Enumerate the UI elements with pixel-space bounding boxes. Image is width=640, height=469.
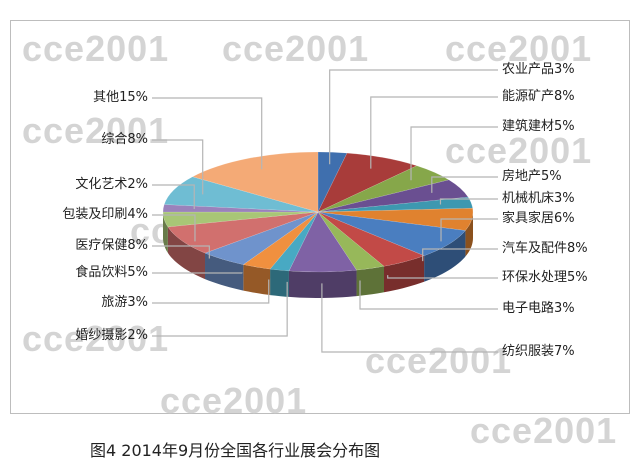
leader-line <box>370 96 498 169</box>
leader-line <box>152 281 288 337</box>
pie-slice <box>317 211 466 257</box>
leader-line <box>152 97 263 170</box>
watermark: cce2001 <box>22 110 170 151</box>
leader-line <box>359 280 498 310</box>
data-label: 汽车及配件8% <box>502 241 588 256</box>
pie-slice <box>317 151 348 213</box>
pie-slice-side <box>243 264 271 296</box>
watermark: cce2001 <box>445 130 593 171</box>
data-label: 医疗保健8% <box>75 238 148 253</box>
pie-slice <box>191 151 319 213</box>
pie-slice <box>317 179 469 213</box>
chart-frame <box>10 20 630 414</box>
watermark: cce2001 <box>222 28 370 69</box>
leader-line <box>410 126 498 181</box>
pie-slice-side <box>205 253 244 291</box>
pie-slice-side <box>383 255 425 293</box>
pie-slice-side <box>163 212 168 253</box>
watermark: cce2001 <box>22 28 170 69</box>
data-label: 纺织服装7% <box>502 344 575 359</box>
pie-slice <box>317 152 418 213</box>
leader-line <box>439 198 498 205</box>
pie-slice <box>162 204 319 213</box>
data-label: 文化艺术2% <box>75 177 148 192</box>
pie-slice <box>242 211 319 270</box>
data-label: 能源矿产8% <box>502 89 575 104</box>
data-label: 电子电路3% <box>502 301 575 316</box>
data-label: 家具家居6% <box>502 211 575 226</box>
leader-line <box>152 184 195 209</box>
leader-line <box>329 69 498 165</box>
pie-slice <box>317 211 425 267</box>
pie-slice-side <box>465 212 473 257</box>
pie-slice <box>167 211 319 254</box>
watermark: cce2001 <box>445 28 593 69</box>
pie-slice <box>317 211 385 271</box>
data-label: 包装及印刷4% <box>62 207 148 222</box>
watermark: cce2001 <box>365 340 513 381</box>
data-label: 机械机床3% <box>502 191 575 206</box>
leader-line <box>152 279 270 304</box>
data-label: 食品饮料5% <box>75 265 148 280</box>
pie-slice <box>317 165 450 213</box>
watermark: cce2001 <box>22 318 170 359</box>
data-label: 环保水处理5% <box>502 270 588 285</box>
pie-slice-side <box>288 270 357 298</box>
data-label: 农业产品3% <box>502 62 575 77</box>
pie-slice <box>162 211 319 228</box>
data-label: 婚纱摄影2% <box>75 328 148 343</box>
pie-slice <box>269 211 319 272</box>
data-label: 旅游3% <box>101 295 148 310</box>
pie-slice-side <box>270 269 289 297</box>
leader-line <box>431 176 498 193</box>
leader-line <box>152 245 210 259</box>
pie-slice-side <box>167 226 206 280</box>
data-label: 房地产5% <box>502 169 562 184</box>
data-label: 综合8% <box>101 132 148 147</box>
pie-slice-side <box>356 266 384 297</box>
pie-slice <box>204 211 319 265</box>
pie-slice-side <box>424 230 466 282</box>
watermark: cce2001 <box>160 380 308 421</box>
leader-line <box>321 283 498 353</box>
pie-slice <box>317 196 473 213</box>
leader-line <box>440 218 498 242</box>
leader-line <box>422 248 498 262</box>
leader-line <box>387 275 498 279</box>
leader-line <box>152 214 196 242</box>
data-label: 其他15% <box>93 90 148 105</box>
data-label: 建筑建材5% <box>502 119 575 134</box>
chart-caption: 图4 2014年9月份全国各行业展会分布图 <box>90 441 381 460</box>
pie-slice <box>288 211 357 273</box>
leader-line <box>152 139 204 195</box>
watermark: cce2001 <box>470 410 618 451</box>
